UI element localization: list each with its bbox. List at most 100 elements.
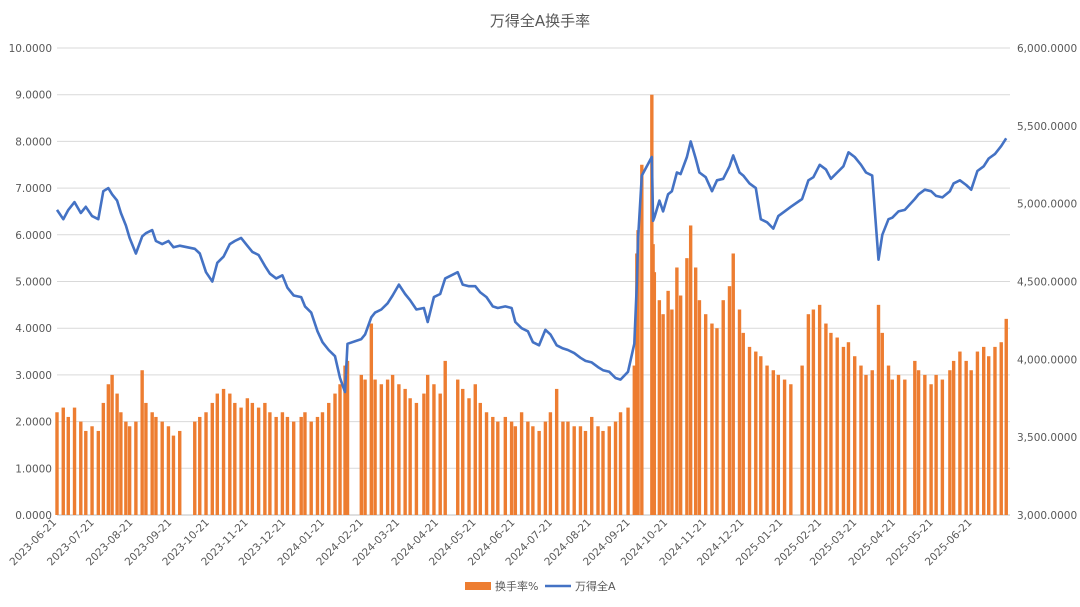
turnover-bar xyxy=(414,402,419,515)
turnover-bar xyxy=(210,402,214,515)
turnover-bar xyxy=(632,365,637,515)
turnover-bar xyxy=(61,407,65,515)
turnover-bar xyxy=(548,412,553,515)
turnover-bar xyxy=(338,384,342,515)
turnover-bar xyxy=(397,384,401,515)
turnover-bar xyxy=(880,332,884,515)
turnover-bar xyxy=(315,416,320,515)
turnover-bar xyxy=(969,370,973,515)
turnover-bar xyxy=(811,309,816,515)
turnover-bar xyxy=(982,346,986,515)
turnover-bar xyxy=(715,328,719,515)
turnover-bar xyxy=(154,416,158,515)
turnover-bar xyxy=(964,360,968,515)
turnover-bar xyxy=(343,365,347,515)
turnover-bar xyxy=(496,421,500,515)
turnover-bar xyxy=(526,421,530,515)
turnover-bar xyxy=(134,421,138,515)
turnover-bar xyxy=(859,365,863,515)
turnover-bar xyxy=(274,416,278,515)
turnover-bar xyxy=(379,384,384,515)
turnover-bar xyxy=(697,300,702,515)
turnover-bar xyxy=(999,342,1003,515)
turnover-bar xyxy=(601,430,605,515)
right-tick-label: 4,000.0000 xyxy=(1017,354,1077,366)
bar-series-turnover xyxy=(55,94,1008,516)
turnover-bar xyxy=(140,370,144,515)
turnover-bar xyxy=(958,351,962,515)
turnover-bar xyxy=(285,416,290,515)
turnover-bar xyxy=(119,412,123,515)
right-tick-label: 5,500.0000 xyxy=(1017,121,1077,133)
turnover-bar xyxy=(727,286,732,515)
left-tick-label: 7.0000 xyxy=(15,183,52,195)
turnover-bar xyxy=(626,407,630,515)
x-axis: 2023-06-212023-07-212023-08-212023-09-21… xyxy=(7,517,974,569)
line-series-index xyxy=(55,137,1008,394)
turnover-bar xyxy=(478,402,482,515)
turnover-bar xyxy=(688,225,693,515)
turnover-bar xyxy=(870,370,874,515)
legend[interactable]: 换手率% 万得全A xyxy=(465,579,616,593)
turnover-bar xyxy=(710,323,714,515)
turnover-bar xyxy=(685,258,689,515)
left-tick-label: 8.0000 xyxy=(15,136,52,148)
turnover-bar xyxy=(554,388,559,515)
turnover-bar xyxy=(198,416,202,515)
turnover-bar xyxy=(993,346,997,515)
turnover-bar xyxy=(55,412,59,515)
left-tick-label: 9.0000 xyxy=(15,90,52,102)
turnover-bar xyxy=(948,370,952,515)
turnover-bar xyxy=(320,412,325,515)
chart-title: 万得全A换手率 xyxy=(490,12,590,30)
turnover-bar xyxy=(578,426,583,515)
right-tick-label: 5,000.0000 xyxy=(1017,199,1077,211)
turnover-bar xyxy=(572,426,576,515)
turnover-bar xyxy=(432,384,436,515)
turnover-bar xyxy=(693,267,698,515)
turnover-bar xyxy=(678,295,683,515)
turnover-bar xyxy=(607,426,611,515)
turnover-bar xyxy=(987,356,991,515)
turnover-bar xyxy=(806,314,811,515)
turnover-bar xyxy=(765,365,769,515)
turnover-bar xyxy=(613,421,618,515)
turnover-bar xyxy=(776,374,781,515)
turnover-bar xyxy=(675,267,679,515)
turnover-bar xyxy=(618,412,623,515)
index-line xyxy=(55,137,1008,394)
turnover-bar xyxy=(890,379,894,515)
turnover-bar xyxy=(245,398,250,515)
turnover-bar xyxy=(754,351,758,515)
turnover-bar xyxy=(204,412,208,515)
turnover-bar xyxy=(96,430,101,515)
turnover-bar xyxy=(345,360,350,515)
turnover-bar xyxy=(703,314,708,515)
turnover-bar xyxy=(876,304,881,515)
turnover-bar xyxy=(291,421,296,515)
right-tick-label: 4,500.0000 xyxy=(1017,277,1077,289)
turnover-bar xyxy=(256,407,261,515)
left-tick-label: 2.0000 xyxy=(15,417,52,429)
turnover-bar xyxy=(171,435,176,515)
left-tick-label: 4.0000 xyxy=(15,323,52,335)
turnover-bar xyxy=(923,374,927,515)
turnover-bar xyxy=(513,426,518,515)
turnover-bar xyxy=(369,323,374,515)
turnover-bar xyxy=(975,351,980,515)
turnover-bar xyxy=(299,416,303,515)
turnover-bar xyxy=(333,393,337,515)
turnover-bar xyxy=(835,337,839,515)
turnover-bar xyxy=(561,421,565,515)
turnover-bar xyxy=(327,402,331,515)
turnover-bar xyxy=(661,314,665,515)
left-tick-label: 10.0000 xyxy=(9,43,52,55)
turnover-bar xyxy=(303,412,307,515)
turnover-bar xyxy=(110,374,114,515)
turnover-bar xyxy=(731,253,735,516)
turnover-bar xyxy=(590,416,594,515)
turnover-bar xyxy=(491,416,495,515)
turnover-bar xyxy=(666,290,670,515)
turnover-bar xyxy=(263,402,267,515)
